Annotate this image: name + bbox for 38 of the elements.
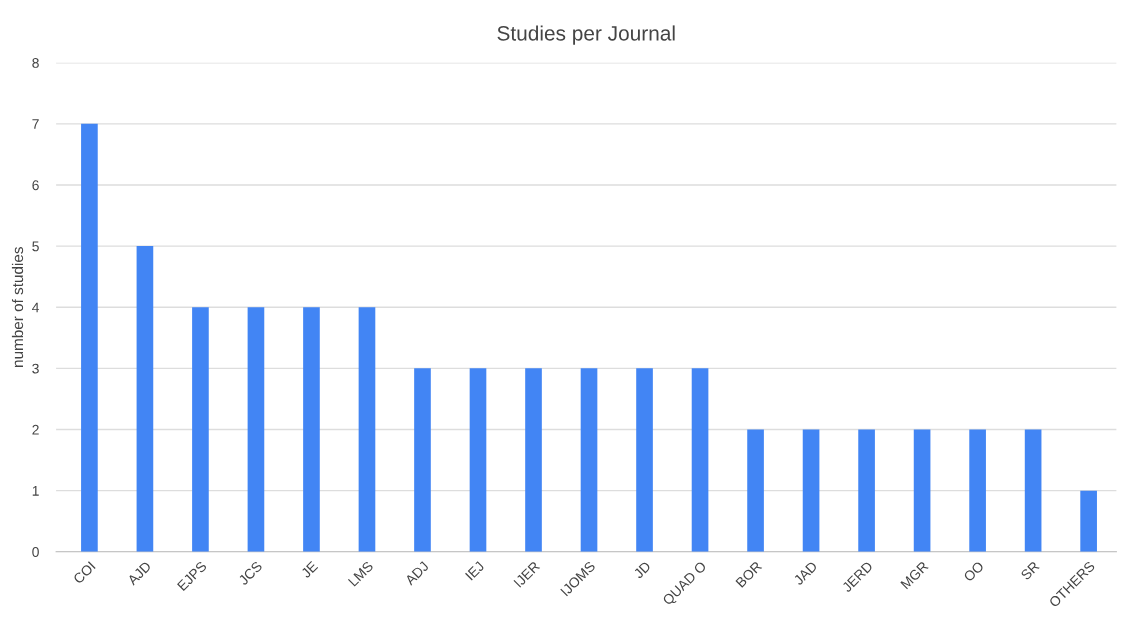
- y-tick-label: 4: [32, 302, 40, 313]
- y-tick-label: 5: [32, 241, 39, 252]
- bar: [136, 246, 154, 552]
- x-tick-label: OO: [963, 560, 985, 583]
- bar: [525, 368, 542, 552]
- y-axis-title: number of studies: [11, 247, 24, 367]
- bar: [414, 368, 431, 552]
- bar: [747, 429, 764, 552]
- y-tick-label: 1: [32, 486, 39, 496]
- x-tick-label: COI: [72, 561, 96, 585]
- bar: [802, 429, 820, 552]
- y-tick-label: 6: [32, 180, 39, 191]
- bar: [303, 307, 320, 552]
- y-tick-label: 7: [32, 119, 39, 129]
- bar: [1024, 429, 1042, 552]
- bar: [691, 368, 709, 552]
- bar: [580, 368, 598, 552]
- bar: [913, 429, 931, 552]
- x-tick-label: JCS: [237, 560, 263, 586]
- bar: [192, 307, 209, 552]
- bar: [469, 368, 487, 552]
- bar: [969, 429, 986, 552]
- y-tick-label: 8: [32, 58, 39, 68]
- x-tick-label: IEJ: [465, 561, 485, 581]
- bar: [858, 429, 875, 552]
- y-tick-label: 3: [32, 363, 39, 374]
- bar: [247, 307, 265, 552]
- x-tick-label: SR: [1020, 560, 1040, 581]
- bar: [81, 123, 98, 552]
- y-tick-label: 0: [32, 547, 39, 557]
- x-tick-label: JE: [300, 560, 319, 579]
- bar: [1080, 490, 1097, 552]
- y-tick-label: 2: [32, 424, 39, 435]
- x-tick-label: JD: [633, 560, 652, 580]
- bar: [358, 307, 376, 552]
- bar: [636, 368, 653, 552]
- x-tick-label: JAD: [793, 560, 818, 586]
- chart-title: Studies per Journal: [497, 25, 675, 45]
